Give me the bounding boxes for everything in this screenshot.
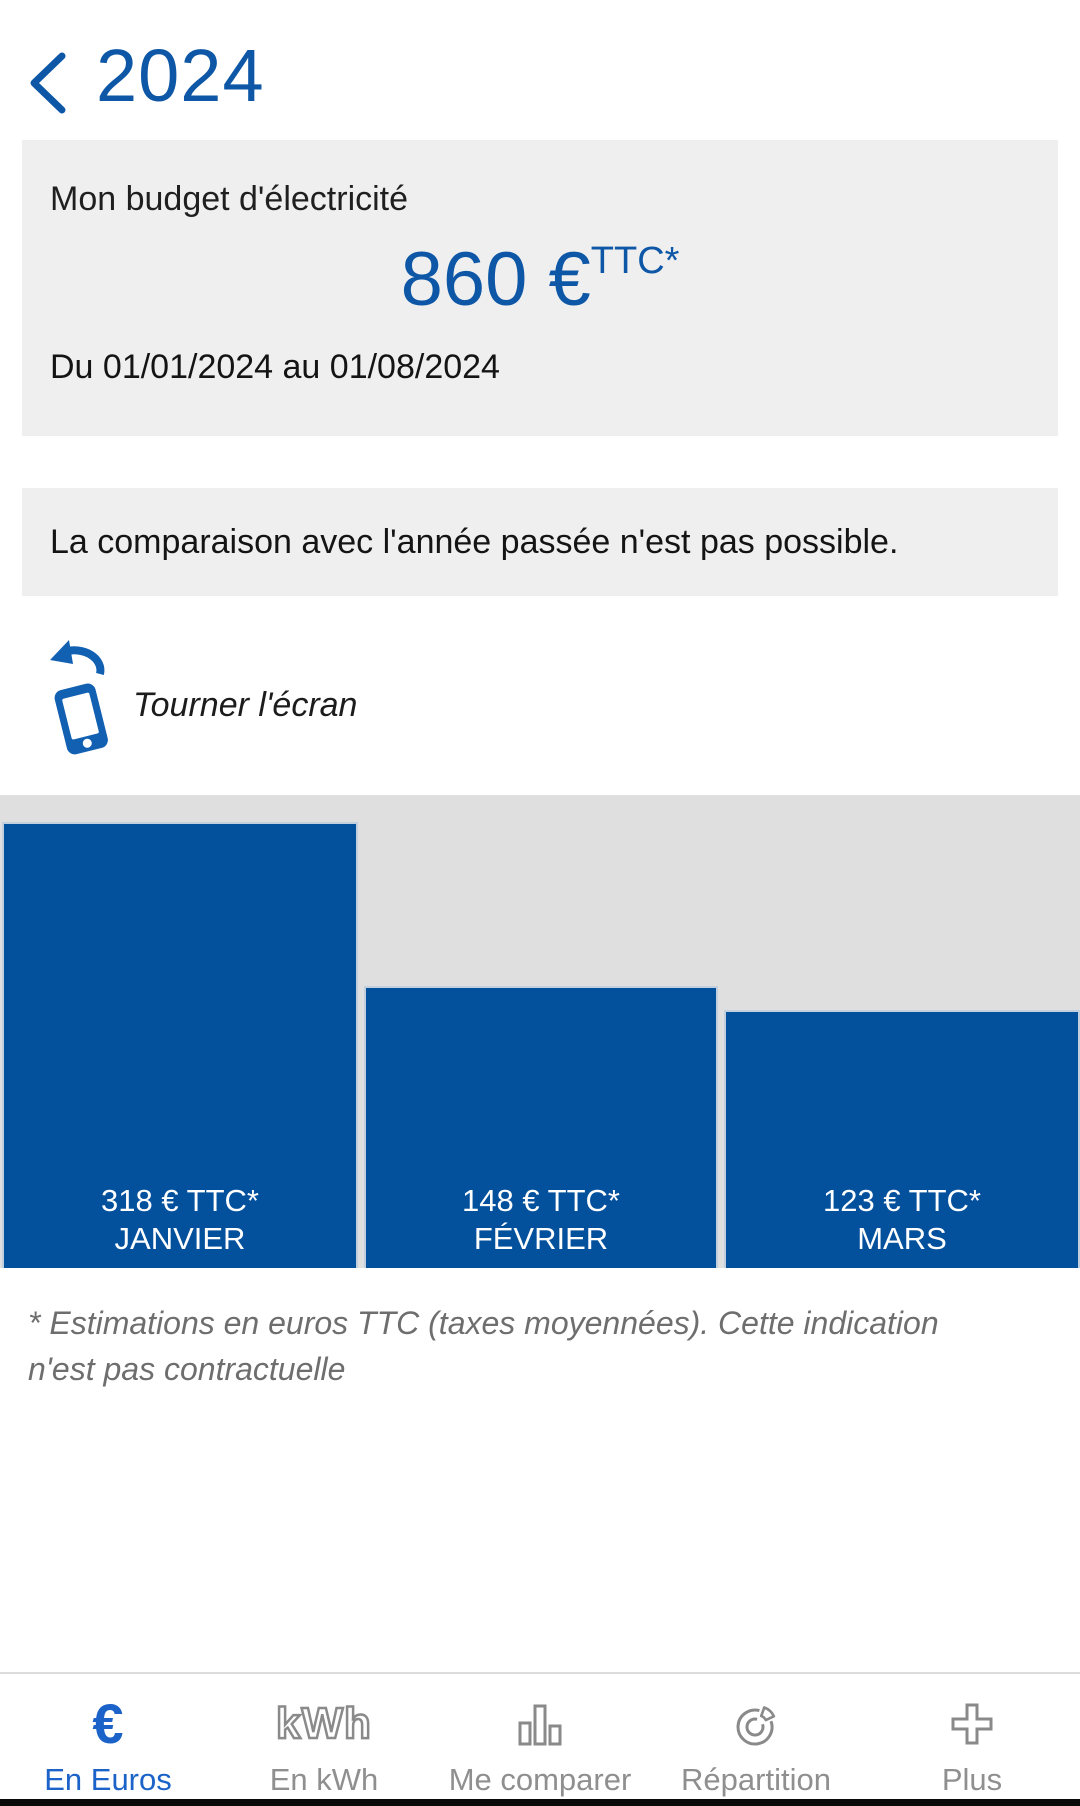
comparison-notice: La comparaison avec l'année passée n'est… — [22, 488, 1058, 596]
euro-icon: € — [92, 1692, 124, 1755]
bar-value-label: 148 € TTC* — [462, 1183, 620, 1218]
budget-period: Du 01/01/2024 au 01/08/2024 — [50, 348, 500, 386]
tab-plus[interactable]: Plus — [864, 1674, 1080, 1799]
tab-label: Me comparer — [448, 1762, 632, 1797]
bar-month-label: JANVIER — [114, 1221, 246, 1256]
bar-fevrier[interactable]: 148 € TTC* FÉVRIER — [364, 986, 718, 1268]
plus-icon — [951, 1703, 993, 1745]
tab-label: Plus — [941, 1762, 1003, 1797]
monthly-budget-chart: 318 € TTC* JANVIER 148 € TTC* FÉVRIER 12… — [0, 795, 1080, 1268]
tab-me-comparer[interactable]: Me comparer — [432, 1674, 648, 1799]
bar-value-label: 318 € TTC* — [101, 1183, 259, 1218]
rotate-hint-label: Tourner l'écran — [133, 686, 358, 724]
bar-month-label: MARS — [857, 1221, 947, 1256]
donut-chart-icon — [736, 1706, 776, 1746]
tab-label: En kWh — [269, 1762, 379, 1797]
tab-en-kwh[interactable]: kWh En kWh — [216, 1674, 432, 1799]
tab-label: Répartition — [681, 1762, 831, 1797]
budget-amount-value: 860 € — [400, 237, 591, 322]
budget-card: Mon budget d'électricité 860 €TTC* Du 01… — [22, 140, 1058, 436]
comparison-notice-text: La comparaison avec l'année passée n'est… — [50, 522, 899, 561]
rotate-phone-icon — [50, 640, 108, 755]
bar-value-label: 123 € TTC* — [823, 1183, 981, 1218]
kwh-icon: kWh — [275, 1699, 372, 1748]
rotate-hint: Tourner l'écran — [0, 636, 1080, 766]
bar-chart-icon — [518, 1704, 562, 1746]
budget-amount-suffix: TTC* — [590, 239, 680, 282]
tab-en-euros[interactable]: € En Euros — [0, 1674, 216, 1799]
header: 2024 — [0, 0, 1080, 140]
page-title: 2024 — [96, 34, 265, 117]
tab-repartition[interactable]: Répartition — [648, 1674, 864, 1799]
tab-label: En Euros — [44, 1762, 172, 1797]
chevron-left-icon — [30, 52, 66, 114]
bar-month-label: FÉVRIER — [473, 1221, 609, 1256]
bar-mars[interactable]: 123 € TTC* MARS — [724, 1010, 1080, 1268]
budget-card-label: Mon budget d'électricité — [50, 180, 409, 218]
budget-amount: 860 €TTC* — [22, 240, 1058, 320]
estimation-footnote: * Estimations en euros TTC (taxes moyenn… — [28, 1305, 939, 1387]
bar-janvier[interactable]: 318 € TTC* JANVIER — [2, 822, 358, 1268]
back-button[interactable] — [24, 50, 72, 116]
bottom-tab-bar: € En Euros kWh En kWh Me comparer — [0, 1672, 1080, 1799]
bottom-screen-edge — [0, 1799, 1080, 1806]
